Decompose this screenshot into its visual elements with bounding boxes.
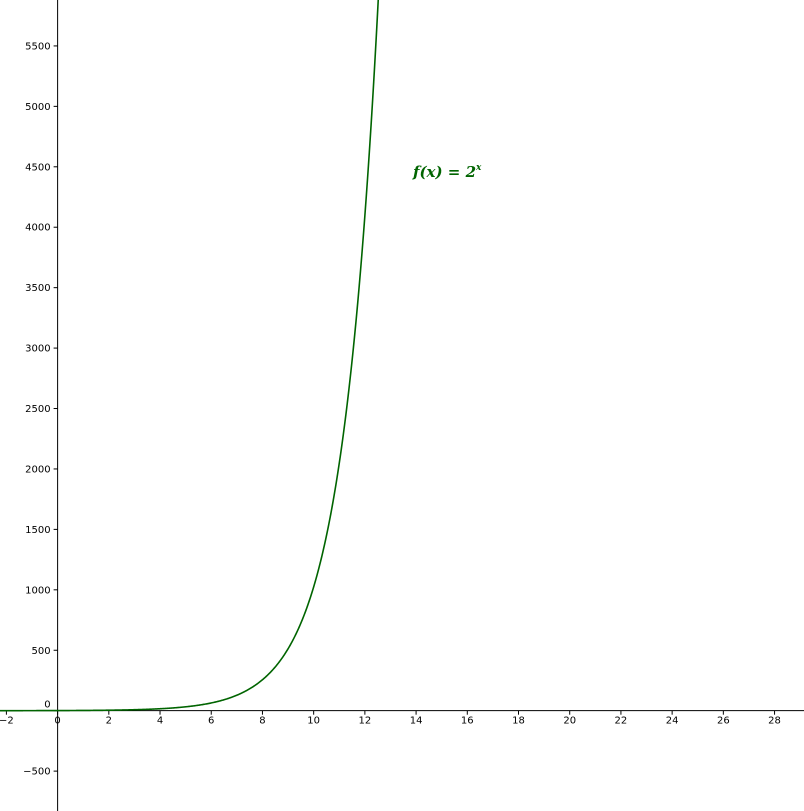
y-tick-label: 2000: [25, 464, 50, 475]
y-tick-label: 4000: [25, 223, 50, 234]
y-tick-label: 3000: [25, 344, 50, 355]
x-tick-label: −2: [0, 716, 14, 727]
x-tick-label: 14: [410, 716, 423, 727]
y-tick-label: 0: [44, 700, 50, 711]
function-label-exponent: x: [475, 163, 482, 173]
y-tick-label: 500: [32, 646, 51, 657]
x-tick-label: 24: [666, 716, 679, 727]
y-tick-label: 1000: [25, 585, 50, 596]
x-tick-label: 22: [615, 716, 628, 727]
function-curve: [0, 0, 380, 712]
x-tick-label: 6: [208, 716, 214, 727]
x-tick-label: 4: [157, 716, 163, 727]
x-tick-label: 8: [259, 716, 265, 727]
y-tick-label: 2500: [25, 404, 50, 415]
function-label: f(x) = 2x: [412, 163, 482, 181]
x-tick-label: 2: [106, 716, 112, 727]
series-group: [0, 0, 380, 712]
x-tick-label: 26: [717, 716, 730, 727]
x-tick-label: 18: [512, 716, 525, 727]
function-label-lhs: f(x) = 2: [412, 163, 476, 181]
y-axis-group: −500 0 500 1000 1500 2000 2500 3000 3500 4000 4500…: [23, 0, 59, 811]
x-tick-label: 20: [563, 716, 576, 727]
x-tick-label: 12: [359, 716, 372, 727]
y-tick-label: 4500: [25, 162, 50, 173]
x-tick-label: 16: [461, 716, 474, 727]
y-tick-label: 5500: [25, 41, 50, 52]
x-tick-label: 10: [307, 716, 320, 727]
x-axis-group: −20246810121416182022242628: [0, 710, 804, 727]
y-tick-label: 3500: [25, 283, 50, 294]
y-tick-label: −500: [23, 767, 50, 778]
y-tick-label: 5000: [25, 102, 50, 113]
x-tick-label: 28: [768, 716, 781, 727]
y-tick-label: 1500: [25, 525, 50, 536]
